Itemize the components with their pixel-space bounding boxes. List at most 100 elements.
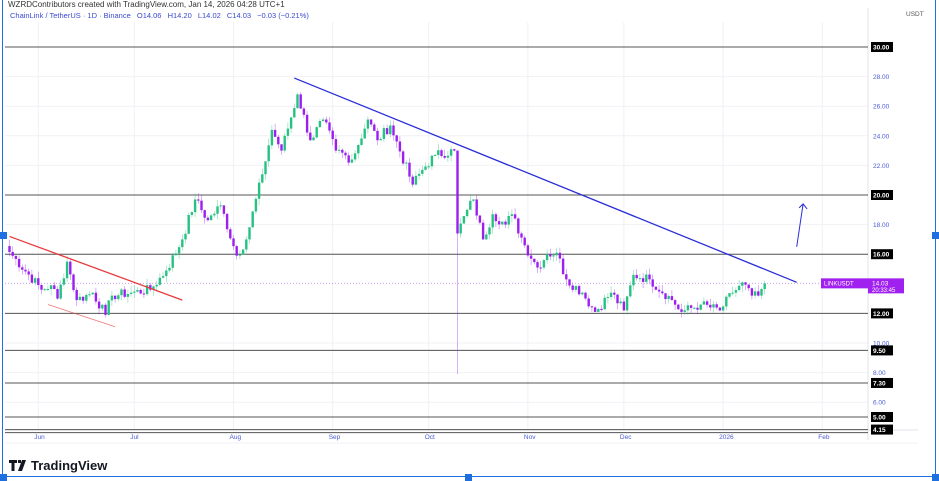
candle-body <box>565 274 568 280</box>
resize-handle-bottom[interactable] <box>465 474 472 481</box>
candle <box>753 287 757 299</box>
candle-body <box>37 278 40 286</box>
candle-body <box>91 292 94 295</box>
candle-body <box>411 176 414 185</box>
candle-body <box>296 94 299 109</box>
candle <box>427 163 430 169</box>
candle-body <box>376 130 379 141</box>
candle <box>254 196 258 215</box>
ohlc-open: O14.06 <box>136 11 162 20</box>
symbol-title[interactable]: ChainLink / TetherUS · 1D · Binance <box>10 11 131 20</box>
time-axis-tick: Dec <box>620 434 632 441</box>
candle-body <box>619 301 622 304</box>
candle <box>526 243 530 258</box>
candle <box>318 118 322 128</box>
candle-body <box>737 285 741 291</box>
candle-body <box>459 223 462 234</box>
candle-body <box>440 150 443 157</box>
trendline-falling-wedge-lower-red <box>47 304 116 328</box>
candle-body <box>491 214 494 228</box>
candle <box>408 158 411 183</box>
resize-handle-bottom-right[interactable] <box>932 474 939 481</box>
candle <box>101 304 104 312</box>
candle <box>155 280 158 292</box>
candle-body <box>632 274 635 286</box>
candle <box>648 268 651 285</box>
time-axis-tick: Sep <box>329 434 341 441</box>
symbol-legend: ChainLink / TetherUS · 1D · Binance O14.… <box>10 11 313 20</box>
time-axis-tick: Feb <box>818 434 830 441</box>
candle <box>53 281 56 290</box>
candle-body <box>693 307 696 309</box>
candle <box>43 288 46 292</box>
candle <box>462 215 466 224</box>
candle-body <box>65 261 69 279</box>
candle-body <box>341 149 344 153</box>
price-axis-tick: 6.00 <box>873 400 886 407</box>
candle-body <box>382 128 386 139</box>
candle-body <box>85 295 88 301</box>
candle-body <box>273 129 277 137</box>
candle <box>69 258 72 280</box>
candle-body <box>657 289 661 292</box>
candle <box>248 227 251 244</box>
candle <box>437 143 440 160</box>
candle-body <box>379 138 382 141</box>
candle <box>472 199 475 203</box>
resize-handle-left[interactable] <box>0 232 7 239</box>
currency-label[interactable]: USDT <box>906 11 924 18</box>
candle-body <box>248 227 251 240</box>
candle-body <box>392 125 395 136</box>
candle-body <box>718 307 722 311</box>
candle <box>417 168 421 180</box>
arrow-head-icon <box>798 203 808 210</box>
candle <box>245 236 248 253</box>
candle <box>312 135 315 141</box>
candle-body <box>638 278 642 280</box>
candle <box>558 247 562 264</box>
candle <box>584 291 587 301</box>
candle-body <box>469 200 472 210</box>
candle-body <box>302 108 306 115</box>
candle <box>667 294 670 304</box>
candle <box>184 230 187 244</box>
candle <box>523 235 526 248</box>
candle <box>280 143 283 155</box>
candle <box>533 258 536 265</box>
candle-body <box>373 124 376 131</box>
candle-body <box>533 258 536 263</box>
candle <box>619 298 622 305</box>
candle-body <box>539 267 542 269</box>
candle-body <box>277 136 280 145</box>
candle-body <box>677 304 680 310</box>
candle <box>142 288 146 299</box>
candle-body <box>561 258 565 275</box>
candle-body <box>686 305 690 311</box>
candle <box>133 285 136 299</box>
candle <box>261 168 264 184</box>
candle-body <box>398 141 402 152</box>
candle <box>763 280 766 295</box>
candle-body <box>421 169 424 174</box>
ohlc-high: H14.20 <box>167 11 192 20</box>
candle-body <box>545 254 549 261</box>
candle <box>181 234 184 251</box>
candle-body <box>299 94 302 109</box>
selection-border-left <box>2 0 3 476</box>
candle <box>453 148 456 152</box>
symbol-tag-bg <box>821 278 868 289</box>
candle <box>158 272 162 287</box>
candle-body <box>485 234 488 240</box>
candle <box>613 289 616 299</box>
trendline-descending-resistance-blue <box>294 77 797 283</box>
resize-handle-bottom-left[interactable] <box>0 474 7 481</box>
candle-body <box>331 130 334 140</box>
candle-body <box>110 295 114 301</box>
candle <box>654 286 658 291</box>
candle-body <box>286 128 290 136</box>
candle <box>344 150 347 160</box>
candle-body <box>520 233 523 238</box>
candle-body <box>136 289 139 292</box>
candle <box>443 149 446 160</box>
